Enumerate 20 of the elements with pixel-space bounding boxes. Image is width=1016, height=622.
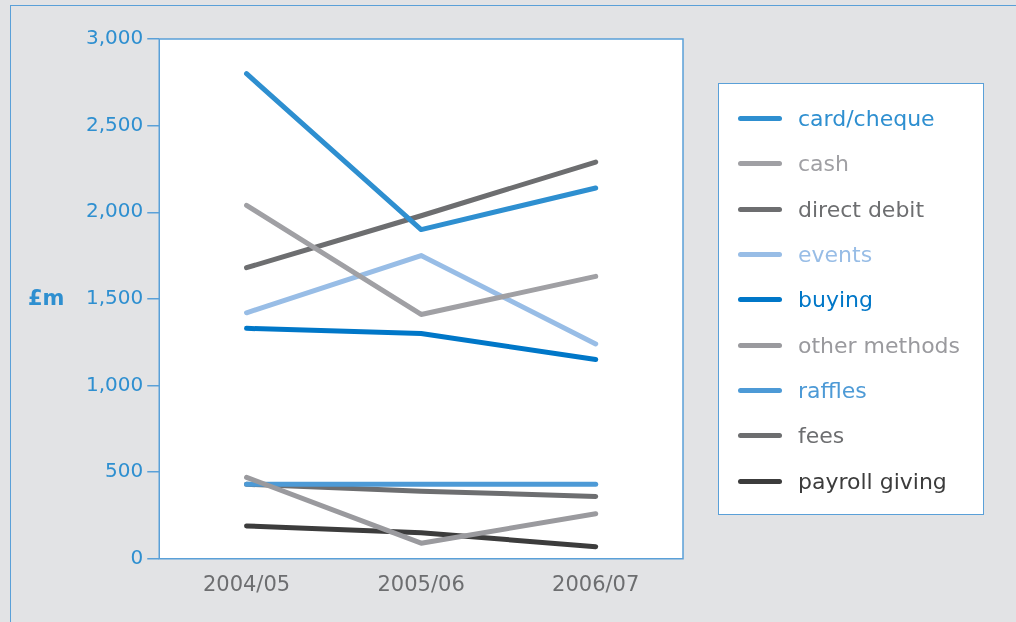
legend-label: payroll giving xyxy=(798,468,947,494)
legend-label: buying xyxy=(798,287,873,313)
y-tick-label: 0 xyxy=(130,545,144,569)
legend-label: raffles xyxy=(798,377,867,403)
y-tick-label: 500 xyxy=(105,458,144,483)
legend-label: other methods xyxy=(798,332,961,358)
y-tick-label: 3,000 xyxy=(85,25,144,50)
legend-label: direct debit xyxy=(798,196,925,222)
y-tick-label: 2,000 xyxy=(85,198,144,223)
x-tick-label: 2004/05 xyxy=(202,571,291,596)
x-tick-label: 2005/06 xyxy=(377,571,465,596)
legend-label: card/cheque xyxy=(798,106,935,132)
legend-label: events xyxy=(798,242,873,268)
y-axis-title: £m xyxy=(28,286,65,310)
y-tick-label: 1,000 xyxy=(85,371,144,396)
legend-label: cash xyxy=(798,151,849,177)
x-tick-label: 2006/07 xyxy=(552,571,640,596)
y-tick-label: 1,500 xyxy=(85,285,144,310)
legend-label: fees xyxy=(798,423,845,449)
y-tick-label: 2,500 xyxy=(85,111,144,136)
